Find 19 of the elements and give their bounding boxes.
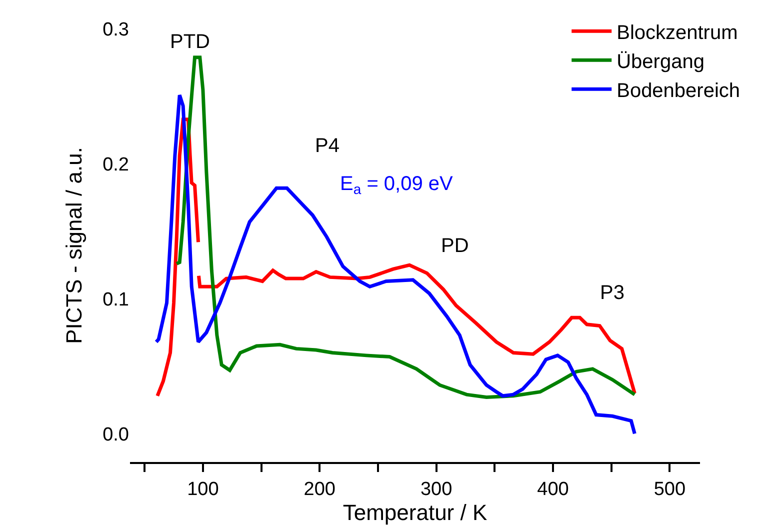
annotation: P3 bbox=[600, 282, 624, 304]
legend-label: Blockzentrum bbox=[616, 22, 738, 44]
legend-label: Bodenbereich bbox=[616, 80, 740, 102]
x-tick-label: 300 bbox=[420, 478, 452, 500]
annotation: PTD bbox=[170, 31, 210, 53]
y-axis-title: PICTS - signal / a.u. bbox=[61, 147, 86, 344]
x-tick-label: 400 bbox=[537, 478, 569, 500]
y-tick-label: 0.3 bbox=[102, 20, 129, 41]
x-tick-label: 200 bbox=[304, 478, 336, 500]
y-tick-label: 0.2 bbox=[102, 154, 129, 176]
x-tick-label: 500 bbox=[654, 478, 686, 500]
y-tick-label: 0.0 bbox=[102, 424, 129, 446]
annotation: P4 bbox=[315, 135, 340, 157]
legend-label: Übergang bbox=[616, 50, 704, 73]
y-tick-label: 0.1 bbox=[102, 289, 129, 310]
annotation: PD bbox=[441, 235, 469, 257]
x-axis-title: Temperatur / K bbox=[342, 500, 488, 525]
annotation: E$_{a}$ = 0,09 eV bbox=[340, 173, 454, 198]
x-tick-label: 100 bbox=[187, 478, 219, 500]
